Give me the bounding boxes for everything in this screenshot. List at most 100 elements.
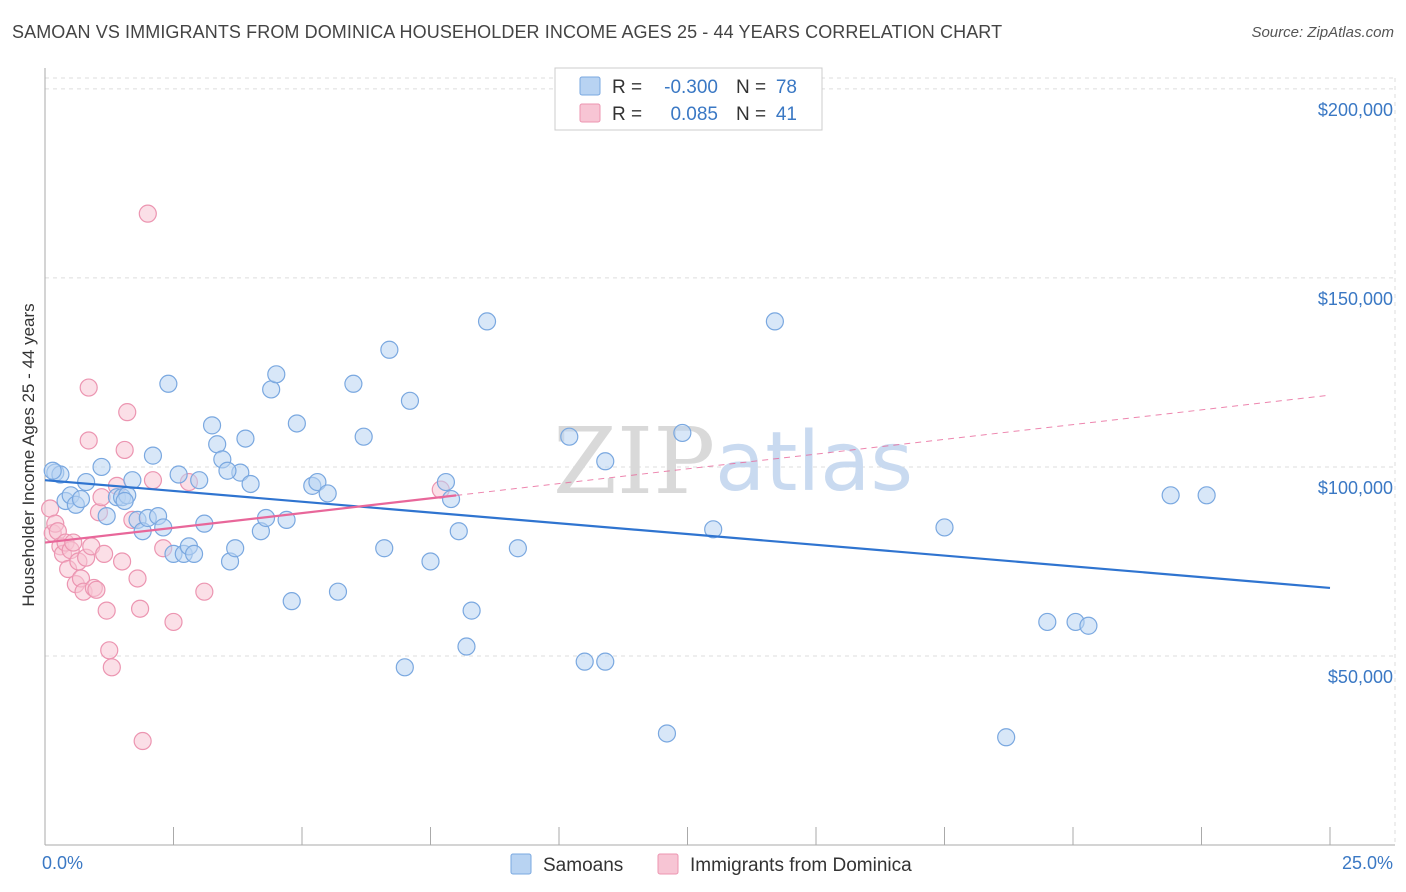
- legend-swatch-dominica: [579, 103, 601, 123]
- legend-r-label-1: R =: [612, 77, 642, 98]
- legend-n-value-1: 78: [776, 77, 797, 98]
- y-tick-label: $200,000: [1318, 100, 1393, 120]
- samoans-trend-line: [44, 479, 1331, 590]
- series-legend: Samoans Immigrants from Dominica: [510, 853, 912, 876]
- samoans-point: [236, 429, 255, 448]
- samoans-point: [328, 582, 348, 601]
- samoans-point: [208, 435, 227, 454]
- samoans-point: [457, 637, 476, 656]
- samoans-point: [380, 340, 399, 359]
- samoans-point: [1038, 612, 1057, 632]
- dominica-point: [130, 599, 150, 618]
- y-tick-label: $150,000: [1318, 289, 1393, 309]
- dominica-point: [102, 658, 121, 677]
- bottom-legend-swatch-samoans: [510, 853, 532, 875]
- x-tick-label-max: 25.0%: [1342, 853, 1393, 873]
- samoans-point: [935, 518, 954, 537]
- samoans-point: [226, 539, 245, 558]
- y-tick-label: $100,000: [1318, 478, 1393, 498]
- samoans-point: [318, 484, 337, 503]
- samoans-point: [1197, 486, 1216, 505]
- samoans-point: [241, 474, 260, 494]
- watermark-zip: ZIP: [553, 408, 715, 515]
- series-samoans-points: [43, 312, 1216, 747]
- legend-swatch-samoans: [579, 76, 601, 96]
- dominica-point: [100, 641, 119, 660]
- legend-n-value-2: 41: [776, 104, 797, 125]
- bottom-legend-dominica: Immigrants from Dominica: [690, 855, 912, 876]
- samoans-point: [308, 472, 327, 492]
- dominica-point: [118, 403, 137, 422]
- samoans-point: [354, 427, 373, 446]
- y-axis-label: Householder Income Ages 25 - 44 years: [19, 303, 38, 606]
- samoans-point: [1079, 616, 1098, 635]
- dominica-trend-line-solid: [44, 494, 457, 544]
- samoans-point: [596, 652, 615, 671]
- samoans-point: [375, 539, 394, 558]
- samoans-point: [400, 391, 420, 410]
- dominica-point: [128, 569, 147, 588]
- bottom-legend-swatch-dominica: [657, 853, 679, 875]
- dominica-point: [133, 731, 152, 751]
- samoans-point: [596, 452, 615, 471]
- correlation-legend: R = -0.300 N = 78 R = 0.085 N = 41: [554, 67, 823, 131]
- samoans-point: [92, 457, 111, 477]
- trend-lines: [44, 394, 1331, 590]
- legend-r-value-1: -0.300: [664, 77, 718, 98]
- y-tick-label: $50,000: [1328, 667, 1393, 687]
- samoans-point: [395, 658, 414, 677]
- samoans-point: [1161, 486, 1180, 505]
- legend-n-label-2: N =: [736, 104, 766, 125]
- samoans-point: [159, 374, 178, 393]
- dominica-point: [97, 601, 116, 620]
- dominica-point: [41, 499, 60, 518]
- samoans-point: [287, 414, 306, 433]
- bottom-legend-samoans: Samoans: [543, 855, 623, 876]
- dominica-point: [164, 612, 183, 632]
- samoans-point: [477, 312, 497, 331]
- dominica-point: [64, 533, 83, 552]
- dominica-point: [112, 552, 132, 571]
- samoans-point: [282, 592, 301, 611]
- dominica-point: [79, 431, 98, 450]
- legend-r-label-2: R =: [612, 104, 642, 125]
- samoans-point: [441, 489, 461, 509]
- samoans-point: [115, 491, 134, 511]
- samoans-point: [462, 601, 481, 620]
- samoans-point: [190, 471, 209, 490]
- samoans-point: [43, 461, 62, 480]
- samoans-point: [262, 380, 281, 399]
- samoans-point: [673, 423, 692, 443]
- dominica-point: [195, 582, 214, 601]
- x-tick-label-min: 0.0%: [42, 853, 83, 873]
- samoans-point: [123, 471, 142, 490]
- samoans-point: [97, 506, 116, 526]
- dominica-point: [92, 488, 111, 507]
- samoans-point: [997, 728, 1016, 747]
- watermark: ZIP atlas: [553, 408, 913, 515]
- samoans-point: [218, 461, 237, 480]
- samoans-point: [184, 544, 204, 564]
- samoans-point: [704, 520, 723, 539]
- samoans-point: [267, 365, 286, 384]
- samoans-point: [421, 552, 440, 571]
- dominica-trend-line-dashed: [456, 394, 1331, 496]
- samoans-point: [71, 489, 91, 509]
- legend-r-value-2: 0.085: [670, 104, 718, 125]
- dominica-point: [143, 471, 163, 490]
- dominica-point: [95, 544, 114, 564]
- samoans-point: [508, 539, 527, 558]
- tick-labels: $50,000 $100,000 $150,000 $200,000 0.0% 25.0%: [42, 100, 1393, 873]
- dominica-point: [79, 378, 98, 397]
- samoans-point: [169, 465, 188, 484]
- axes: [44, 68, 1395, 846]
- watermark-atlas: atlas: [715, 415, 913, 510]
- samoans-point: [575, 652, 594, 671]
- samoans-point: [202, 416, 222, 435]
- dominica-point: [115, 440, 134, 460]
- dominica-point: [138, 204, 157, 223]
- samoans-point: [143, 446, 163, 465]
- samoans-point: [560, 427, 579, 446]
- source-label: Source: ZipAtlas.com: [1251, 24, 1394, 41]
- dominica-point: [87, 580, 106, 599]
